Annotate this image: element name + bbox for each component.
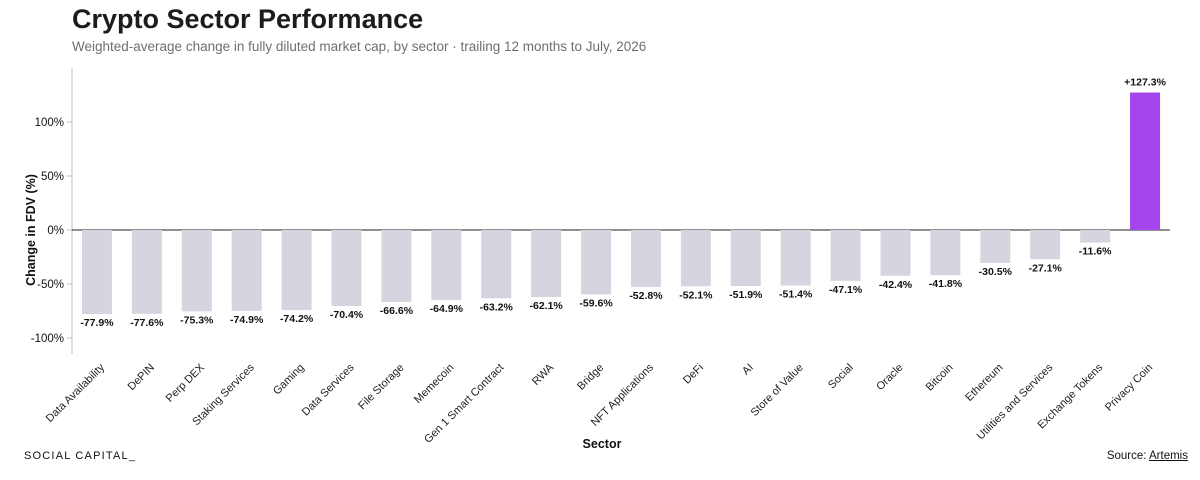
bar: [81, 230, 112, 315]
bar: [281, 230, 312, 311]
value-label: -66.6%: [380, 305, 414, 317]
bar: [181, 230, 212, 312]
bar: [231, 230, 262, 311]
value-label: -41.8%: [929, 278, 963, 290]
category-label: Social: [826, 362, 856, 392]
y-tick-label: -100%: [31, 333, 64, 345]
category-label: Memecoin: [412, 362, 456, 406]
chart-title: Crypto Sector Performance: [72, 4, 424, 34]
bar: [1030, 230, 1061, 260]
bar: [131, 230, 162, 314]
value-label: -64.9%: [430, 303, 464, 315]
value-label: -74.9%: [230, 314, 264, 326]
bar: [531, 230, 562, 298]
value-label: -51.9%: [729, 289, 763, 301]
source-link[interactable]: Artemis: [1149, 450, 1188, 462]
y-tick-label: 0%: [47, 225, 64, 237]
bar: [930, 230, 961, 276]
value-label: -47.1%: [829, 284, 863, 296]
category-label: Bridge: [575, 362, 606, 393]
category-label: Data Availability: [44, 361, 108, 425]
value-label: -30.5%: [979, 266, 1013, 278]
bar: [980, 230, 1011, 263]
value-label: -77.9%: [80, 317, 114, 329]
category-label: File Storage: [356, 362, 406, 412]
category-label: DeFi: [681, 362, 706, 387]
value-label: -63.2%: [480, 301, 514, 313]
y-axis: -100% -50% 0% 50% 100%: [31, 68, 1170, 355]
category-label: Perp DEX: [164, 361, 208, 405]
value-label: -70.4%: [330, 309, 364, 321]
y-tick-label: 100%: [35, 117, 64, 129]
category-label: RWA: [530, 361, 557, 388]
value-label: -75.3%: [180, 314, 214, 326]
bar: [331, 230, 362, 307]
value-label: -42.4%: [879, 279, 913, 291]
category-label: Oracle: [874, 362, 905, 393]
value-labels: -77.9% -77.6% -75.3% -74.9% -74.2% -70.4% -66.…: [80, 77, 1166, 330]
bar: [830, 230, 861, 281]
bar: [780, 230, 811, 286]
value-label: -77.6%: [130, 317, 164, 329]
x-axis-title: Sector: [583, 437, 622, 451]
category-label: Gaming: [271, 362, 307, 398]
source-note: Source: Artemis: [1107, 450, 1188, 462]
category-label: Privacy Coin: [1103, 362, 1155, 414]
category-label: Bitcoin: [924, 362, 956, 394]
bar: [730, 230, 761, 287]
value-label: -74.2%: [280, 313, 314, 325]
bar: [431, 230, 462, 301]
y-axis-title: Change in FDV (%): [24, 174, 38, 286]
bar: [1080, 230, 1111, 243]
source-prefix: Source:: [1106, 450, 1150, 462]
chart-subtitle: Weighted-average change in fully diluted…: [72, 39, 647, 54]
bar: [581, 230, 612, 295]
bar: [630, 230, 661, 288]
bar: [1130, 92, 1161, 231]
y-tick-label: 50%: [41, 171, 64, 183]
bars: [81, 92, 1161, 315]
category-label: Data Services: [300, 361, 357, 418]
value-label: -59.6%: [579, 297, 613, 309]
value-label: -52.1%: [679, 289, 713, 301]
value-label: -51.4%: [779, 289, 813, 301]
value-label: -27.1%: [1029, 262, 1063, 274]
value-label: -11.6%: [1079, 246, 1112, 258]
bar: [880, 230, 911, 276]
value-label: +127.3%: [1124, 77, 1166, 89]
bar: [481, 230, 512, 299]
category-label: Ethereum: [963, 362, 1005, 404]
bar: [381, 230, 412, 302]
y-tick-label: -50%: [37, 279, 64, 291]
value-label: -62.1%: [529, 300, 563, 312]
brand-logo-text: SOCIAL CAPITAL_: [24, 450, 137, 462]
category-label: DePIN: [126, 362, 157, 393]
bar: [680, 230, 711, 287]
category-label: AI: [740, 362, 756, 378]
value-label: -52.8%: [629, 290, 663, 302]
category-label: Store of Value: [749, 362, 806, 419]
